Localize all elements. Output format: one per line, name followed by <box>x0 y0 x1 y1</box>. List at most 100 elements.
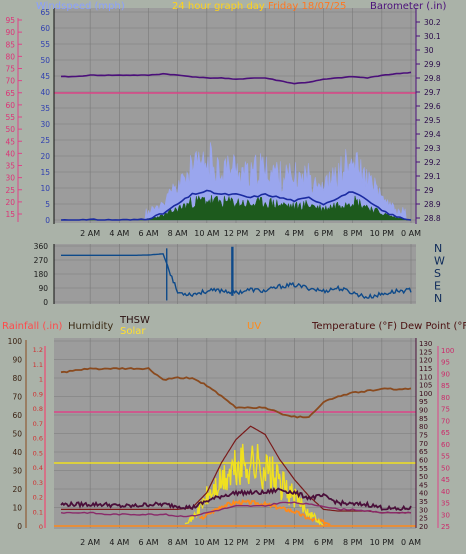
windspeed-label: Windspeed (mph) <box>36 1 125 12</box>
dewpoint-tick: 40 <box>441 488 450 496</box>
solar-label: Solar <box>120 326 146 337</box>
compass-label: W <box>434 255 445 268</box>
temperature-tick: 35 <box>419 498 428 506</box>
thsw-line <box>61 425 411 514</box>
direction-tick: 360 <box>34 242 49 251</box>
x-tick-label: 10 PM <box>370 229 395 238</box>
pink-tick: 70 <box>5 77 15 86</box>
x-tick-label: 10 AM <box>194 229 219 238</box>
windspeed-tick: 25 <box>40 136 50 145</box>
pink-tick: 95 <box>5 16 15 25</box>
barometer-tick: 29.4 <box>424 130 441 139</box>
rainfall-tick: 0.8 <box>33 405 43 413</box>
humidity-line <box>60 367 412 419</box>
solar-line <box>184 443 324 527</box>
windspeed-tick: 10 <box>40 184 50 193</box>
temperature-tick: 40 <box>419 490 428 498</box>
top-time-axis: 2 AM 4 AM 6 AM 8 AM 10 AM 12 PM 2 PM 4 PM 6 PM 8 … <box>80 229 421 238</box>
pink-tick: 60 <box>5 101 15 110</box>
temperature-tick: 65 <box>419 448 428 456</box>
barometer-tick: 30.1 <box>424 32 441 41</box>
x-tick-label: 2 PM <box>255 229 274 238</box>
compass-label: N <box>434 292 442 305</box>
rainfall-label: Rainfall (.in) <box>2 321 63 332</box>
rainfall-tick: 0.2 <box>33 494 43 502</box>
uv-label: UV <box>247 321 261 332</box>
barometer-tick: 29.1 <box>424 172 441 181</box>
barometer-tick: 28.9 <box>424 200 441 209</box>
compass-label: N <box>434 242 442 255</box>
temperature-tick: 90 <box>419 407 428 415</box>
rainfall-tick: 0 <box>39 523 43 531</box>
x-tick-label: 4 PM <box>285 229 304 238</box>
humidity-tick: 30 <box>12 467 22 476</box>
windspeed-tick: 45 <box>40 72 50 81</box>
temperature-axis: 1301251201151101051009590858075706560555… <box>419 340 432 531</box>
dewpoint-line <box>60 501 412 518</box>
humidity-tick: 60 <box>12 411 22 420</box>
rainfall-tick: 1.2 <box>33 346 43 354</box>
rainfall-tick: 0.5 <box>33 449 43 457</box>
rainfall-tick: 0.7 <box>33 420 43 428</box>
humidity-tick: 100 <box>8 337 23 346</box>
direction-tick: 90 <box>38 284 48 293</box>
pink-tick: 80 <box>5 52 15 61</box>
barometer-tick: 29.6 <box>424 102 441 111</box>
pink-axis: 95 90 85 80 75 70 65 60 55 50 45 40 35 30 25 20 15 <box>5 16 22 219</box>
x-tick-label: 8 AM <box>168 229 188 238</box>
dewpoint-tick: 35 <box>441 500 450 508</box>
pink-tick: 90 <box>5 28 15 37</box>
humidity-label: Humidity <box>68 321 113 332</box>
barometer-tick: 29.5 <box>424 116 441 125</box>
x-tick-label: 8 PM <box>343 538 362 547</box>
temperature-tick: 55 <box>419 465 428 473</box>
pink-tick: 65 <box>5 89 15 98</box>
temperature-tick: 125 <box>419 348 432 356</box>
pink-tick: 85 <box>5 40 15 49</box>
x-tick-label: 2 AM <box>80 538 100 547</box>
temperature-tick: 85 <box>419 415 428 423</box>
windspeed-tick: 55 <box>40 40 50 49</box>
x-tick-label: 8 PM <box>343 229 362 238</box>
humidity-tick: 20 <box>12 485 22 494</box>
x-tick-label: 4 AM <box>109 538 129 547</box>
x-tick-label: 6 AM <box>138 229 158 238</box>
temperature-tick: 20 <box>419 523 428 531</box>
barometer-axis: 30.2 30.1 30 29.9 29.8 29.7 29.6 29.5 29.4 29.3 29… <box>416 18 441 223</box>
temperature-tick: 105 <box>419 382 432 390</box>
temperature-tick: 100 <box>419 390 432 398</box>
temperature-tick: 80 <box>419 423 428 431</box>
direction-tick: 270 <box>34 256 49 265</box>
windspeed-tick: 60 <box>40 24 50 33</box>
pink-tick: 45 <box>5 137 15 146</box>
dewpoint-tick: 30 <box>441 511 450 519</box>
x-tick-label: 10 AM <box>194 538 219 547</box>
humidity-tick: 10 <box>12 504 22 513</box>
barometer-tick: 29.9 <box>424 60 441 69</box>
temperature-tick: 30 <box>419 506 428 514</box>
temperature-tick: 60 <box>419 456 428 464</box>
x-tick-label: 6 PM <box>314 538 333 547</box>
rainfall-tick: 0.1 <box>33 508 43 516</box>
barometer-tick: 29 <box>424 186 434 195</box>
x-tick-label: 0 AM <box>401 229 421 238</box>
temperature-tick: 120 <box>419 357 432 365</box>
dewpoint-tick: 90 <box>441 370 450 378</box>
x-tick-label: 4 PM <box>285 538 304 547</box>
windspeed-tick: 35 <box>40 104 50 113</box>
rainfall-tick: 0.4 <box>33 464 43 472</box>
uv-line <box>199 499 331 527</box>
rainfall-tick: 1 <box>39 376 43 384</box>
dewpoint-tick: 95 <box>441 359 450 367</box>
temperature-tick: 95 <box>419 398 428 406</box>
x-tick-label: 12 PM <box>224 229 249 238</box>
rainfall-tick: 0.3 <box>33 479 43 487</box>
compass-label: S <box>434 267 441 280</box>
barometer-tick: 30.2 <box>424 18 441 27</box>
humidity-tick: 0 <box>17 522 22 531</box>
humidity-tick: 40 <box>12 448 22 457</box>
dewpoint-tick: 60 <box>441 441 450 449</box>
